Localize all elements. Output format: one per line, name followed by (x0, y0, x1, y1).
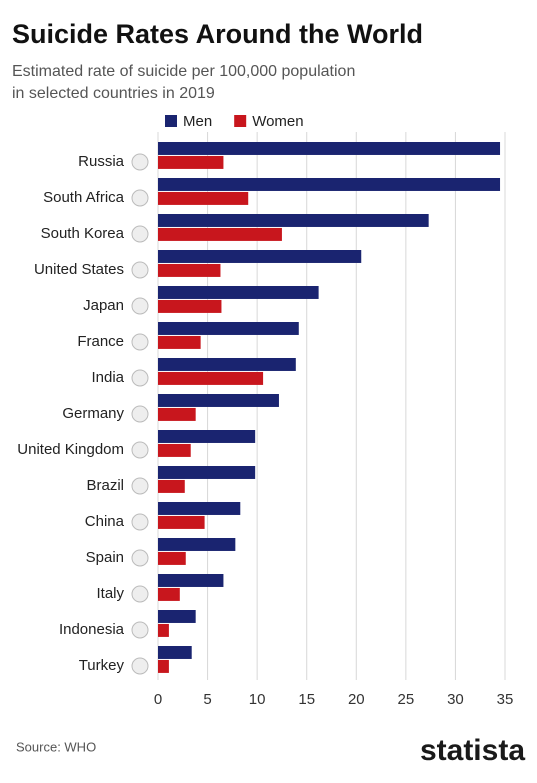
flag-icon (131, 297, 149, 315)
y-tick-label: United Kingdom (17, 441, 124, 458)
y-tick-label: Spain (86, 549, 124, 566)
flag-icon (131, 549, 149, 567)
flag-icon (131, 261, 149, 279)
y-tick-label: China (85, 513, 125, 530)
bar (158, 371, 264, 385)
logo: statista (420, 734, 525, 767)
bar (158, 574, 224, 587)
bar (158, 466, 256, 479)
bar (158, 322, 299, 335)
x-tick-label: 0 (154, 691, 162, 708)
y-tick-label: Japan (83, 297, 124, 314)
bar (158, 502, 241, 515)
x-tick-label: 20 (348, 691, 365, 708)
x-tick-label: 35 (497, 691, 514, 708)
x-tick-label: 15 (298, 691, 315, 708)
flag-icon (131, 585, 149, 603)
bar (158, 335, 201, 349)
y-tick-label: Germany (62, 405, 124, 422)
bar (158, 659, 169, 673)
bar (158, 214, 429, 227)
x-tick-label: 25 (398, 691, 415, 708)
bar (158, 646, 192, 659)
bar (158, 538, 236, 551)
flag-icon (131, 153, 149, 171)
y-tick-label: India (91, 369, 124, 386)
chart-subtitle: Estimated rate of suicide per 100,000 po… (12, 63, 355, 80)
y-tick-label: France (77, 333, 124, 350)
flag-icon (131, 477, 149, 495)
bar (158, 430, 256, 443)
bar (158, 142, 501, 155)
bar (158, 407, 196, 421)
flag-icon (131, 513, 149, 531)
chart-subtitle: in selected countries in 2019 (12, 85, 215, 102)
bar (158, 299, 222, 313)
bar (158, 155, 224, 169)
bar (158, 623, 169, 637)
flag-icon (131, 189, 149, 207)
bar (158, 191, 249, 205)
bar (158, 358, 296, 371)
flag-icon (131, 405, 149, 423)
x-tick-label: 10 (249, 691, 266, 708)
bar (158, 263, 221, 277)
legend-label: Women (252, 113, 303, 130)
flag-icon (131, 621, 149, 639)
y-tick-label: Turkey (79, 657, 125, 674)
y-tick-label: United States (34, 261, 124, 278)
bar (158, 227, 282, 241)
source: Source: WHO (16, 739, 96, 754)
bar (158, 250, 362, 263)
flag-icon (131, 369, 149, 387)
bar (158, 587, 180, 601)
legend-swatch (234, 115, 247, 127)
y-tick-label: Italy (96, 585, 124, 602)
y-tick-label: South Korea (41, 225, 125, 242)
chart-title: Suicide Rates Around the World (12, 19, 423, 49)
bar (158, 515, 205, 529)
y-tick-label: Russia (78, 153, 125, 170)
y-tick-label: Brazil (86, 477, 124, 494)
bar (158, 610, 196, 623)
x-tick-label: 30 (447, 691, 464, 708)
bar (158, 178, 501, 191)
y-tick-label: Indonesia (59, 621, 125, 638)
bar (158, 443, 191, 457)
x-tick-label: 5 (203, 691, 211, 708)
flag-icon (131, 441, 149, 459)
y-tick-label: South Africa (43, 189, 125, 206)
bar (158, 551, 186, 565)
legend-label: Men (183, 113, 212, 130)
flag-icon (131, 333, 149, 351)
flag-icon (131, 225, 149, 243)
bar (158, 286, 319, 299)
bar (158, 479, 185, 493)
legend-swatch (165, 115, 177, 127)
bar (158, 394, 279, 407)
flag-icon (131, 657, 149, 675)
